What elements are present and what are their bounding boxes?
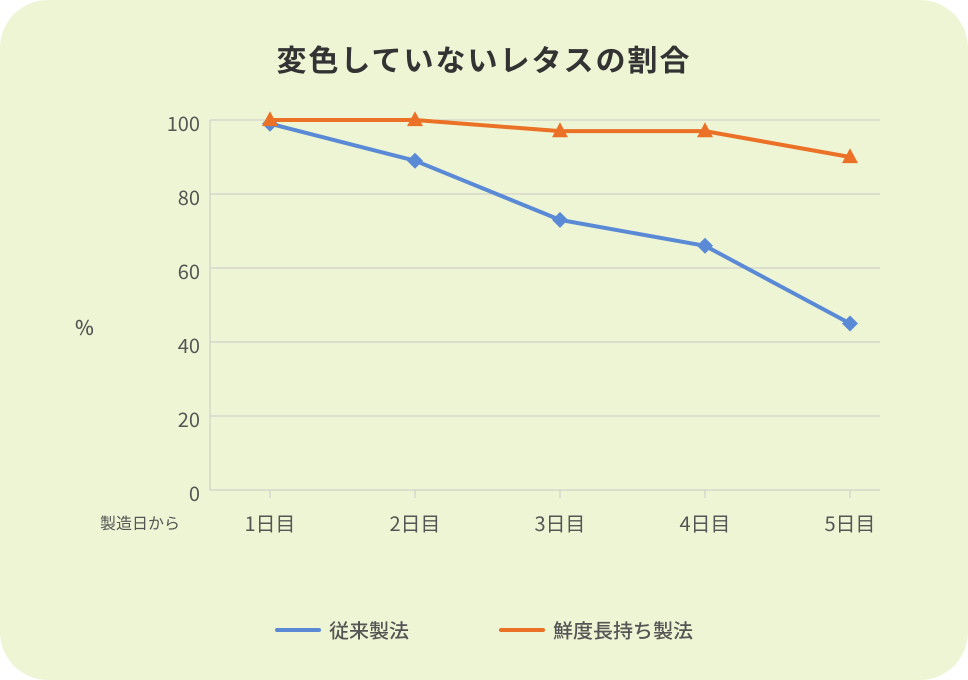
x-tick-label: 2日目 (389, 508, 440, 537)
legend-swatch (499, 628, 545, 632)
series-marker-conventional (552, 212, 568, 228)
legend-label: 従来製法 (329, 615, 409, 644)
legend-label: 鮮度長持ち製法 (553, 615, 693, 644)
series-marker-conventional (842, 316, 858, 332)
series-marker-conventional (407, 153, 423, 169)
legend-item-freshness: 鮮度長持ち製法 (499, 615, 693, 644)
y-tick-label: 40 (140, 330, 200, 359)
y-tick-label: 60 (140, 256, 200, 285)
chart-card: 変色していないレタスの割合 % 020406080100 1日目2日目3日目4日… (0, 0, 968, 680)
legend-swatch (275, 628, 321, 632)
x-tick-label: 1日目 (244, 508, 295, 537)
y-tick-label: 0 (140, 478, 200, 507)
x-tick-label: 5日目 (824, 508, 875, 537)
chart-legend: 従来製法 鮮度長持ち製法 (0, 615, 968, 644)
y-tick-label: 20 (140, 404, 200, 433)
x-tick-label: 4日目 (679, 508, 730, 537)
legend-item-conventional: 従来製法 (275, 615, 409, 644)
x-tick-label: 3日目 (534, 508, 585, 537)
y-tick-label: 100 (140, 108, 200, 137)
series-marker-conventional (697, 238, 713, 254)
y-tick-label: 80 (140, 182, 200, 211)
x-axis-origin-label: 製造日から (100, 510, 180, 534)
